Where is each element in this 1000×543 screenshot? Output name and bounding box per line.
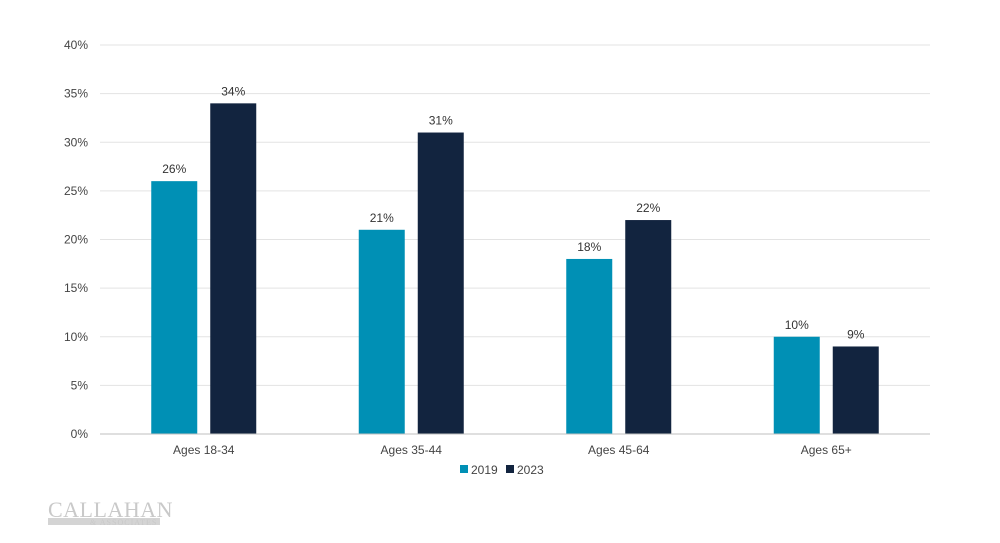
x-tick-label: Ages 45-64	[588, 443, 650, 457]
callahan-logo: CALLAHAN & ASSOCIATES	[48, 497, 173, 527]
bar-2019	[358, 229, 405, 434]
y-tick-label: 40%	[64, 38, 88, 52]
data-label: 31%	[429, 114, 453, 128]
bar-2019	[151, 181, 198, 434]
y-tick-label: 10%	[64, 330, 88, 344]
y-tick-label: 30%	[64, 135, 88, 149]
logo-main-text: CALLAHAN	[48, 497, 173, 522]
y-tick-label: 35%	[64, 87, 88, 101]
logo-sub-text: & ASSOCIATES	[90, 518, 157, 527]
bar-2023	[417, 132, 464, 434]
bar-2023	[625, 220, 672, 434]
data-label: 21%	[370, 211, 394, 225]
data-label: 34%	[221, 84, 245, 98]
x-tick-label: Ages 18-34	[173, 443, 235, 457]
y-axis-tick-labels: 0% 5% 10% 15% 20% 25% 30% 35% 40%	[64, 38, 88, 441]
data-label: 10%	[785, 318, 809, 332]
y-tick-label: 0%	[71, 427, 89, 441]
legend: 2019 2023	[460, 463, 544, 477]
bar-2019	[566, 258, 613, 434]
data-label: 9%	[847, 327, 865, 341]
legend-swatch	[506, 465, 514, 473]
data-labels: 26% 34% 21% 31% 18% 22% 10% 9%	[162, 84, 865, 341]
x-tick-label: Ages 35-44	[381, 443, 443, 457]
x-tick-label: Ages 65+	[801, 443, 852, 457]
y-tick-label: 15%	[64, 281, 88, 295]
bars	[151, 103, 879, 434]
data-label: 22%	[636, 201, 660, 215]
x-axis-tick-labels: Ages 18-34 Ages 35-44 Ages 45-64 Ages 65+	[173, 443, 852, 457]
y-tick-label: 25%	[64, 184, 88, 198]
legend-swatch	[460, 465, 468, 473]
legend-label: 2023	[517, 463, 544, 477]
data-label: 26%	[162, 162, 186, 176]
legend-label: 2019	[471, 463, 498, 477]
bar-2023	[210, 103, 257, 434]
bar-2019	[773, 336, 820, 434]
data-label: 18%	[577, 240, 601, 254]
y-tick-label: 5%	[71, 378, 89, 392]
logo-underline-bar	[48, 518, 160, 525]
bar-2023	[832, 346, 879, 434]
y-tick-label: 20%	[64, 233, 88, 247]
